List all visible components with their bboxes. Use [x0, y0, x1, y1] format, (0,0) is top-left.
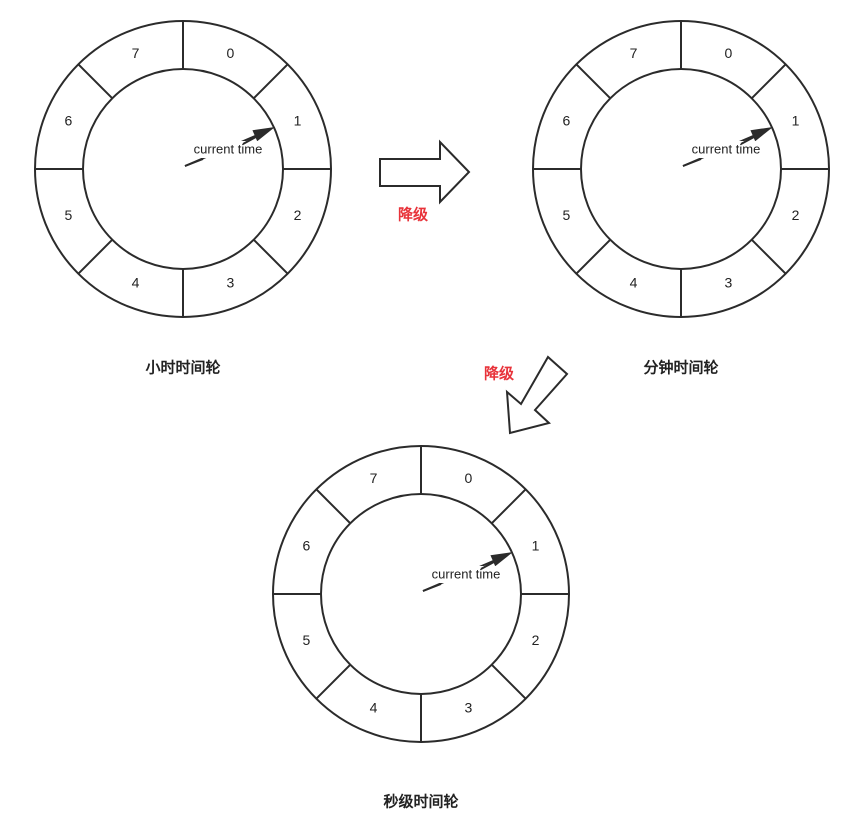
slot-divider: [315, 488, 351, 524]
current-time-arrowhead: [750, 127, 773, 142]
slot-label-0: 0: [227, 45, 235, 61]
inner-ring: [82, 68, 284, 270]
current-time-hand-tail: [682, 158, 702, 167]
slot-label-5: 5: [303, 632, 311, 648]
minute-wheel: 0 1 2 3 4 5 6 7 current time: [532, 20, 830, 318]
current-time-hand-tail: [422, 583, 442, 592]
slot-label-5: 5: [563, 207, 571, 223]
slot-label-0: 0: [465, 470, 473, 486]
slot-label-6: 6: [303, 537, 311, 553]
downgrade-label-2: 降级: [484, 365, 515, 383]
inner-ring: [320, 493, 522, 695]
slot-label-4: 4: [132, 274, 140, 290]
slot-label-3: 3: [465, 699, 473, 715]
current-time-label: current time: [194, 141, 263, 156]
current-time-label: current time: [432, 566, 501, 581]
downgrade-label-1: 降级: [398, 206, 429, 224]
downgrade-arrow-right: [379, 139, 471, 205]
slot-divider: [575, 63, 611, 99]
slot-label-1: 1: [532, 537, 540, 553]
slot-divider: [315, 664, 351, 700]
current-time-label-bg: [186, 141, 270, 158]
inner-ring: [580, 68, 782, 270]
current-time-arrowhead: [252, 127, 275, 142]
slot-label-3: 3: [227, 274, 235, 290]
current-time-hand-tail: [184, 158, 204, 167]
slot-label-2: 2: [294, 207, 302, 223]
current-time-hand-tip: [242, 130, 268, 145]
slot-label-7: 7: [630, 45, 638, 61]
current-time-hand-tip: [480, 555, 506, 570]
slot-label-2: 2: [532, 632, 540, 648]
slot-label-1: 1: [792, 112, 800, 128]
slot-divider: [253, 239, 289, 275]
minute-wheel-caption: 分钟时间轮: [643, 359, 718, 377]
hour-wheel-caption: 小时时间轮: [145, 359, 220, 377]
slot-label-1: 1: [294, 112, 302, 128]
slot-divider: [491, 488, 527, 524]
slot-label-7: 7: [370, 470, 378, 486]
second-wheel: 0 1 2 3 4 5 6 7 current time: [272, 445, 570, 743]
slot-divider: [253, 63, 289, 99]
slot-label-0: 0: [725, 45, 733, 61]
current-time-arrowhead: [490, 552, 513, 567]
current-time-label-bg: [424, 566, 508, 583]
downgrade-arrow-down-left: [505, 355, 569, 435]
slot-label-6: 6: [563, 112, 571, 128]
current-time-label-bg: [684, 141, 768, 158]
slot-divider: [575, 239, 611, 275]
slot-label-4: 4: [370, 699, 378, 715]
current-time-hand-tip: [740, 130, 766, 145]
slot-label-2: 2: [792, 207, 800, 223]
slot-divider: [491, 664, 527, 700]
slot-divider: [751, 239, 787, 275]
slot-divider: [77, 63, 113, 99]
slot-label-6: 6: [65, 112, 73, 128]
slot-divider: [77, 239, 113, 275]
slot-divider: [751, 63, 787, 99]
slot-label-7: 7: [132, 45, 140, 61]
hour-wheel: 0 1 2 3 4 5 6 7 current time: [34, 20, 332, 318]
slot-label-4: 4: [630, 274, 638, 290]
slot-label-3: 3: [725, 274, 733, 290]
second-wheel-caption: 秒级时间轮: [383, 793, 458, 811]
current-time-label: current time: [692, 141, 761, 156]
slot-label-5: 5: [65, 207, 73, 223]
